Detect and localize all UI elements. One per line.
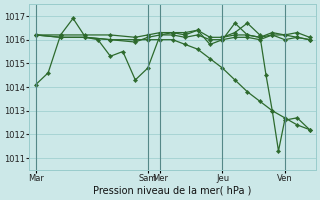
X-axis label: Pression niveau de la mer( hPa ): Pression niveau de la mer( hPa ) [93, 186, 252, 196]
